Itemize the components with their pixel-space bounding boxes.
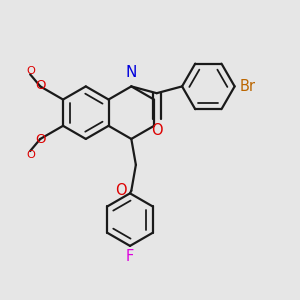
Text: O: O — [35, 133, 46, 146]
Text: O: O — [26, 150, 35, 160]
Text: O: O — [35, 79, 46, 92]
Text: O: O — [115, 183, 127, 198]
Text: Br: Br — [240, 79, 256, 94]
Text: O: O — [151, 123, 163, 138]
Text: N: N — [126, 65, 137, 80]
Text: O: O — [26, 66, 35, 76]
Text: F: F — [126, 250, 134, 265]
